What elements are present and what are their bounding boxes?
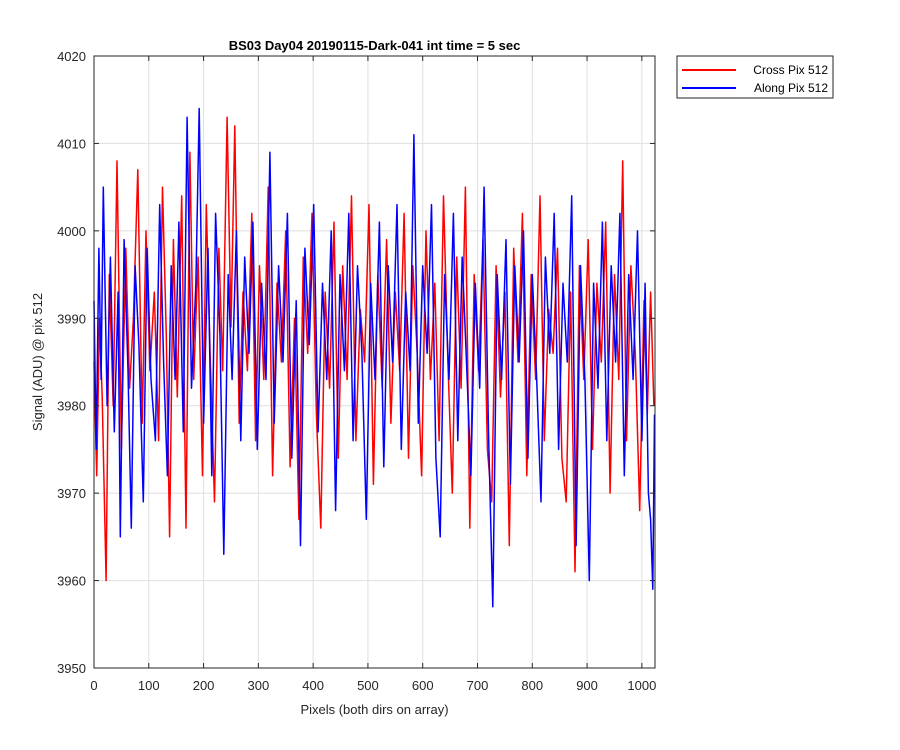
y-tick-label: 4020 bbox=[57, 49, 86, 64]
y-tick-label: 3990 bbox=[57, 311, 86, 326]
x-tick-label: 500 bbox=[357, 678, 379, 693]
x-tick-label: 600 bbox=[412, 678, 434, 693]
y-tick-label: 3950 bbox=[57, 661, 86, 676]
legend: Cross Pix 512 Along Pix 512 bbox=[676, 55, 834, 99]
x-tick-label: 800 bbox=[521, 678, 543, 693]
y-tick-label: 4010 bbox=[57, 136, 86, 151]
x-tick-label: 400 bbox=[302, 678, 324, 693]
y-tick-label: 3970 bbox=[57, 486, 86, 501]
x-tick-label: 0 bbox=[90, 678, 97, 693]
x-tick-label: 700 bbox=[467, 678, 489, 693]
y-tick-label: 4000 bbox=[57, 224, 86, 239]
legend-box bbox=[676, 55, 834, 99]
x-tick-label: 1000 bbox=[627, 678, 656, 693]
x-tick-label: 100 bbox=[138, 678, 160, 693]
y-axis-label: Signal (ADU) @ pix 512 bbox=[30, 293, 45, 431]
legend-label-along: Along Pix 512 bbox=[754, 81, 828, 95]
chart-title: BS03 Day04 20190115-Dark-041 int time = … bbox=[229, 38, 521, 53]
plot-frame bbox=[93, 55, 656, 669]
axis-ticks: 0 100 200 300 400 500 600 700 800 900 1000 3950 3960… bbox=[57, 49, 656, 693]
x-tick-label: 200 bbox=[193, 678, 215, 693]
y-tick-label: 3960 bbox=[57, 574, 86, 589]
x-tick-label: 900 bbox=[576, 678, 598, 693]
x-axis-label: Pixels (both dirs on array) bbox=[300, 702, 448, 717]
series-line-0 bbox=[93, 116, 655, 582]
x-tick-label: 300 bbox=[248, 678, 270, 693]
series-line-1 bbox=[93, 107, 656, 608]
y-tick-label: 3980 bbox=[57, 399, 86, 414]
legend-label-cross: Cross Pix 512 bbox=[753, 63, 828, 77]
series-layer bbox=[93, 107, 656, 608]
